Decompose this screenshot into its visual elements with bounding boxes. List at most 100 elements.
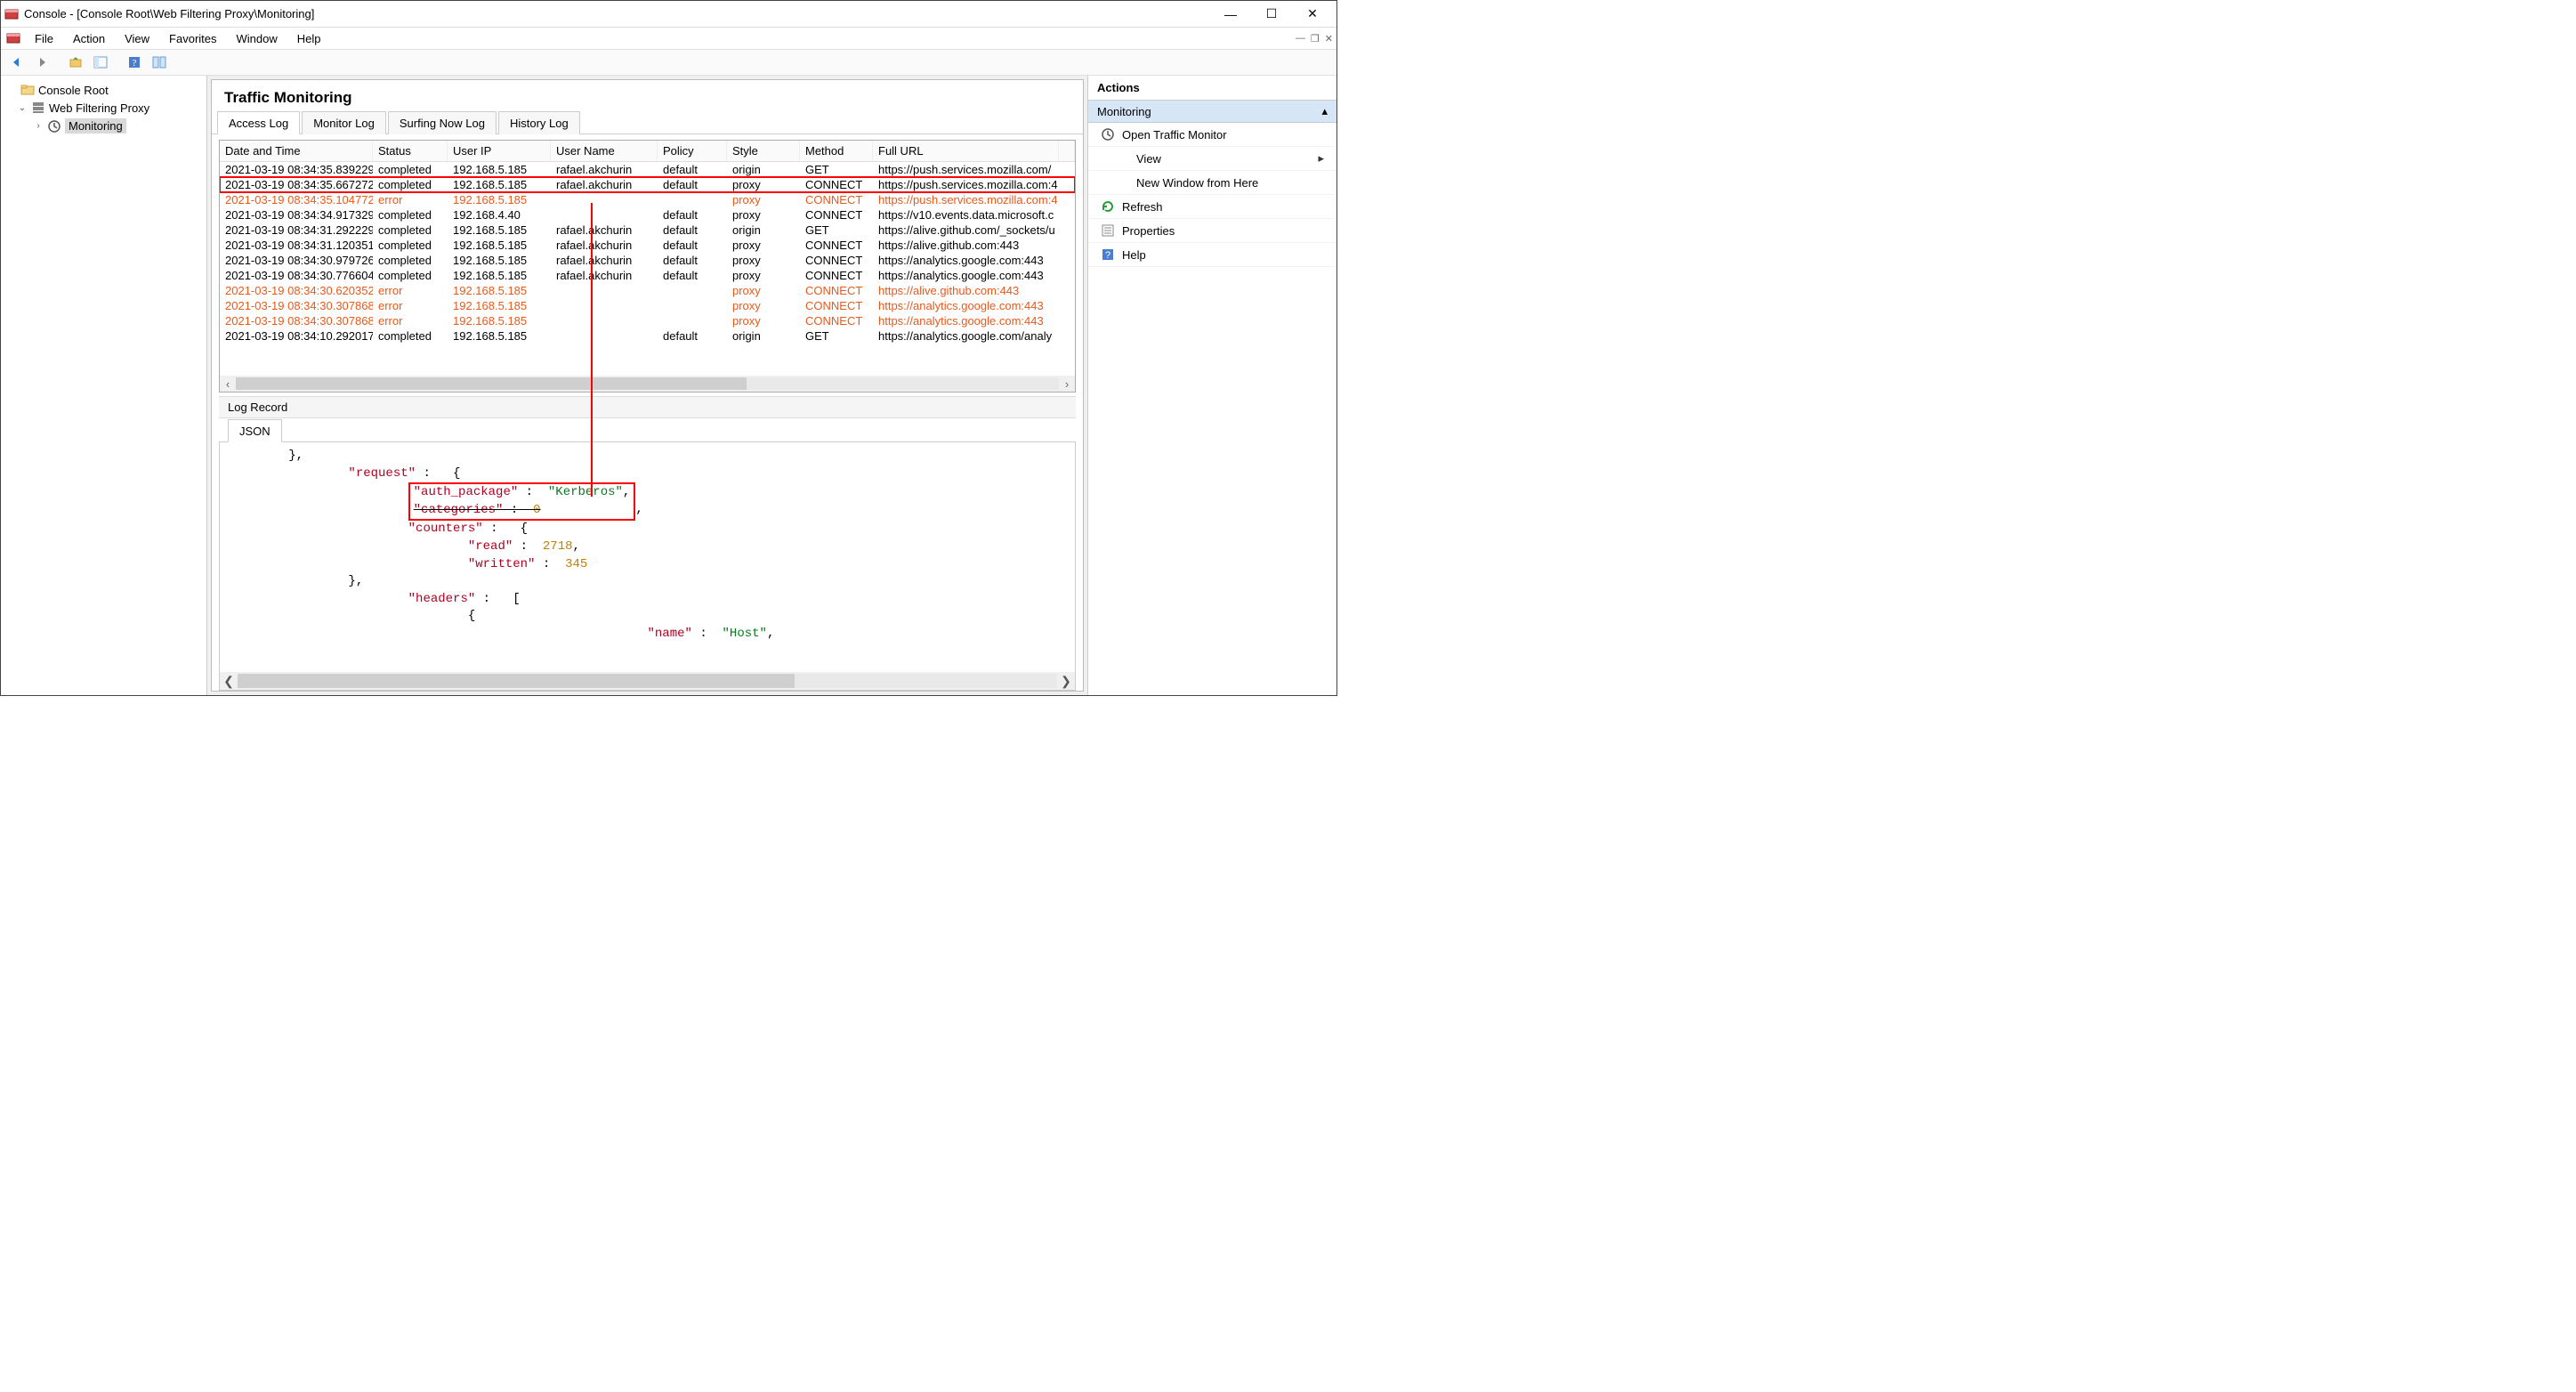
menu-file[interactable]: File (26, 30, 62, 47)
scroll-thumb[interactable] (236, 377, 747, 390)
help-toolbar-button[interactable]: ? (124, 52, 145, 73)
toolbar: ? (1, 49, 1336, 76)
scroll-thumb[interactable] (238, 674, 795, 688)
scroll-left-icon[interactable]: ‹ (220, 377, 236, 391)
show-hide-tree-button[interactable] (90, 52, 111, 73)
cell-ip: 192.168.5.185 (448, 313, 551, 328)
back-button[interactable] (6, 52, 28, 73)
tab-monitor-log[interactable]: Monitor Log (302, 111, 386, 134)
cell-dt: 2021-03-19 08:34:30.979726 (220, 253, 373, 268)
table-row[interactable]: 2021-03-19 08:34:30.307868error192.168.5… (220, 313, 1075, 328)
mdi-restore-icon[interactable]: ❐ (1311, 33, 1320, 45)
tree-node-monitoring[interactable]: › Monitoring (4, 117, 203, 135)
json-area[interactable]: }, "request" : { "auth_package" : "Kerbe… (220, 442, 1075, 672)
json-val-read: 2718 (543, 539, 573, 554)
tab-surfing-now-log[interactable]: Surfing Now Log (388, 111, 497, 134)
scroll-right-icon[interactable]: › (1059, 377, 1075, 391)
tree-root-label: Console Root (38, 84, 109, 97)
tree-root[interactable]: Console Root (4, 81, 203, 99)
maximize-button[interactable]: ☐ (1251, 2, 1292, 27)
cell-ip: 192.168.5.185 (448, 192, 551, 207)
table-row[interactable]: 2021-03-19 08:34:34.917329completed192.1… (220, 207, 1075, 223)
action-new-window-from-here[interactable]: New Window from Here (1088, 171, 1336, 195)
mdi-close-icon[interactable]: ✕ (1325, 33, 1333, 45)
menu-window[interactable]: Window (228, 30, 287, 47)
table-row[interactable]: 2021-03-19 08:34:31.292229completed192.1… (220, 223, 1075, 238)
table-row[interactable]: 2021-03-19 08:34:30.776604completed192.1… (220, 268, 1075, 283)
menubar: File Action View Favorites Window Help (1, 28, 1296, 49)
table-row[interactable]: 2021-03-19 08:34:30.979726completed192.1… (220, 253, 1075, 268)
tab-json[interactable]: JSON (228, 419, 282, 442)
cell-style: proxy (727, 283, 800, 298)
tree-toggle-icon[interactable]: ⌄ (17, 103, 28, 113)
cell-user: rafael.akchurin (551, 177, 658, 192)
cell-method: CONNECT (800, 192, 873, 207)
mdi-app-icon (6, 31, 20, 45)
table-row[interactable]: 2021-03-19 08:34:30.620352error192.168.5… (220, 283, 1075, 298)
col-status[interactable]: Status (373, 141, 448, 161)
col-username[interactable]: User Name (551, 141, 658, 161)
table-row[interactable]: 2021-03-19 08:34:10.292017completed192.1… (220, 328, 1075, 344)
grid-hscrollbar[interactable]: ‹ › (220, 376, 1075, 392)
col-datetime[interactable]: Date and Time (220, 141, 373, 161)
grid-body[interactable]: 2021-03-19 08:34:35.839229completed192.1… (220, 162, 1075, 376)
tree-node-proxy[interactable]: ⌄ Web Filtering Proxy (4, 99, 203, 117)
mdi-minimize-icon[interactable]: — (1296, 33, 1305, 44)
action-help[interactable]: ?Help (1088, 243, 1336, 267)
col-policy[interactable]: Policy (658, 141, 727, 161)
table-row[interactable]: 2021-03-19 08:34:35.667272completed192.1… (220, 177, 1075, 192)
tree-node-proxy-label: Web Filtering Proxy (49, 101, 149, 115)
table-row[interactable]: 2021-03-19 08:34:35.104772error192.168.5… (220, 192, 1075, 207)
scroll-right-icon[interactable]: ❯ (1057, 674, 1075, 689)
tab-history-log[interactable]: History Log (498, 111, 580, 134)
tile-windows-button[interactable] (149, 52, 170, 73)
scroll-left-icon[interactable]: ❮ (220, 674, 238, 689)
scroll-track[interactable] (236, 377, 1059, 390)
table-row[interactable]: 2021-03-19 08:34:30.307868error192.168.5… (220, 298, 1075, 313)
action-refresh[interactable]: Refresh (1088, 195, 1336, 219)
scroll-track[interactable] (238, 674, 1057, 688)
cell-user (551, 313, 658, 328)
minimize-button[interactable]: — (1210, 2, 1251, 27)
table-row[interactable]: 2021-03-19 08:34:35.839229completed192.1… (220, 162, 1075, 177)
up-folder-button[interactable] (65, 52, 86, 73)
col-method[interactable]: Method (800, 141, 873, 161)
actions-group-header[interactable]: Monitoring ▴ (1088, 101, 1336, 123)
cell-style: proxy (727, 238, 800, 253)
tree-toggle-icon[interactable]: › (33, 121, 44, 131)
cell-policy (658, 283, 727, 298)
col-fullurl[interactable]: Full URL (873, 141, 1059, 161)
table-row[interactable]: 2021-03-19 08:34:31.120351completed192.1… (220, 238, 1075, 253)
cell-method: CONNECT (800, 253, 873, 268)
cell-style: proxy (727, 253, 800, 268)
properties-icon (1101, 223, 1115, 238)
cell-status: completed (373, 268, 448, 283)
collapse-icon[interactable]: ▴ (1321, 104, 1328, 118)
menu-view[interactable]: View (116, 30, 158, 47)
cell-url: https://analytics.google.com:443 (873, 268, 1059, 283)
forward-button[interactable] (31, 52, 52, 73)
action-properties[interactable]: Properties (1088, 219, 1336, 243)
menu-help[interactable]: Help (288, 30, 330, 47)
cell-user: rafael.akchurin (551, 162, 658, 177)
tab-access-log[interactable]: Access Log (217, 111, 300, 134)
action-open-traffic-monitor[interactable]: Open Traffic Monitor (1088, 123, 1336, 147)
action-view[interactable]: View▸ (1088, 147, 1336, 171)
cell-method: CONNECT (800, 207, 873, 223)
menu-favorites[interactable]: Favorites (160, 30, 225, 47)
menu-action[interactable]: Action (64, 30, 114, 47)
cell-status: completed (373, 223, 448, 238)
titlebar: Console - [Console Root\Web Filtering Pr… (1, 1, 1336, 28)
cell-status: completed (373, 253, 448, 268)
page-title: Traffic Monitoring (212, 80, 1083, 110)
json-hscrollbar[interactable]: ❮ ❯ (220, 672, 1075, 690)
col-userip[interactable]: User IP (448, 141, 551, 161)
cell-ip: 192.168.5.185 (448, 283, 551, 298)
cell-policy: default (658, 268, 727, 283)
close-button[interactable]: ✕ (1292, 2, 1333, 27)
action-label: New Window from Here (1136, 176, 1258, 190)
json-key-name: "name" (647, 627, 691, 641)
actions-group-label: Monitoring (1097, 105, 1151, 118)
col-style[interactable]: Style (727, 141, 800, 161)
cell-dt: 2021-03-19 08:34:30.307868 (220, 298, 373, 313)
